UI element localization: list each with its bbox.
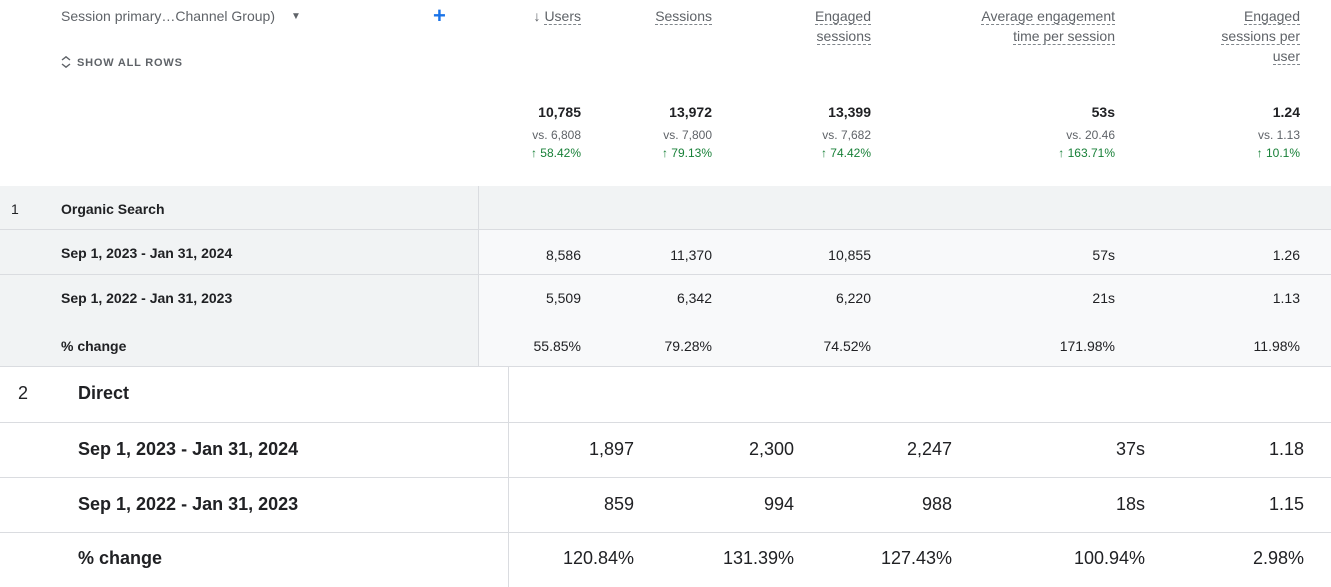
row-index: 2 (18, 383, 29, 403)
total-comparison: vs. 7,800 (663, 128, 712, 142)
cell-engaged-sessions: 127.43% (880, 548, 952, 568)
group-name: Direct (78, 383, 130, 403)
total-comparison: vs. 20.46 (1066, 128, 1115, 142)
total-engaged-sessions: 13,399 vs. 7,682 ↑ 74.42% (821, 104, 871, 160)
table-row[interactable]: % change 120.84% 131.39% 127.43% 100.94%… (0, 533, 1331, 587)
total-value: 13,972 (669, 104, 712, 120)
cell-users: 5,509 (545, 290, 581, 306)
table-row[interactable]: Sep 1, 2022 - Jan 31, 2023 859 994 988 1… (0, 478, 1331, 533)
cell-avg-engagement-time: 171.98% (1059, 338, 1115, 354)
group-direct: 2 Direct Sep 1, 2023 - Jan 31, 2024 1,89… (0, 367, 1331, 587)
column-header-engaged-sessions-per-user[interactable]: Engaged sessions per user (1221, 6, 1300, 66)
cell-engaged-sessions-per-user: 1.13 (1272, 290, 1300, 306)
total-change: ↑ 74.42% (820, 146, 871, 160)
dimension-selector[interactable]: Session primary…Channel Group) ▼ (61, 8, 301, 24)
group-name: Organic Search (61, 201, 165, 217)
cell-engaged-sessions-per-user: 1.18 (1268, 439, 1304, 459)
cell-sessions: 994 (763, 494, 794, 514)
row-label: Sep 1, 2022 - Jan 31, 2023 (78, 494, 299, 514)
arrow-up-icon: ↑ (1058, 146, 1065, 160)
column-header-avg-engagement-time[interactable]: Average engagement time per session (981, 6, 1115, 46)
total-change: ↑ 58.42% (530, 146, 581, 160)
total-users: 10,785 vs. 6,808 ↑ 58.42% (531, 104, 581, 160)
column-header-label: sessions (816, 28, 871, 45)
total-comparison: vs. 1.13 (1257, 128, 1300, 142)
column-header-users[interactable]: ↓ Users (533, 6, 581, 26)
cell-engaged-sessions: 74.52% (823, 338, 871, 354)
cell-engaged-sessions: 6,220 (835, 290, 871, 306)
total-change: ↑ 79.13% (661, 146, 712, 160)
cell-avg-engagement-time: 57s (1092, 247, 1115, 263)
total-comparison: vs. 7,682 (822, 128, 871, 142)
row-index: 1 (11, 201, 19, 217)
cell-engaged-sessions-per-user: 11.98% (1253, 338, 1300, 354)
cell-users: 55.85% (533, 338, 581, 354)
column-header-label: Users (544, 8, 581, 25)
column-header-label: Engaged (814, 8, 871, 25)
show-all-rows-label: SHOW ALL ROWS (77, 57, 183, 69)
group-header-row[interactable]: 1 Organic Search (0, 186, 1331, 230)
cell-engaged-sessions: 2,247 (906, 439, 952, 459)
arrow-up-icon: ↑ (530, 146, 537, 160)
cell-sessions: 2,300 (748, 439, 794, 459)
cell-engaged-sessions: 988 (921, 494, 952, 514)
cell-avg-engagement-time: 100.94% (1073, 548, 1145, 568)
cell-engaged-sessions-per-user: 2.98% (1252, 548, 1304, 568)
total-avg-engagement-time: 53s vs. 20.46 ↑ 163.71% (1058, 104, 1115, 160)
column-header-sessions[interactable]: Sessions (655, 6, 712, 26)
table-header: Session primary…Channel Group) ▼ + SHOW … (0, 0, 1331, 186)
total-comparison: vs. 6,808 (532, 128, 581, 142)
row-label: % change (78, 548, 163, 568)
table-row[interactable]: % change 55.85% 79.28% 74.52% 171.98% 11… (0, 321, 1331, 367)
column-header-label: Average engagement (981, 8, 1115, 25)
total-change: ↑ 10.1% (1256, 146, 1300, 160)
column-header-label: Sessions (655, 8, 712, 25)
arrow-up-icon: ↑ (1256, 146, 1263, 160)
arrow-up-icon: ↑ (820, 146, 827, 160)
cell-sessions: 79.28% (664, 338, 712, 354)
table-row[interactable]: Sep 1, 2023 - Jan 31, 2024 1,897 2,300 2… (0, 423, 1331, 478)
cell-users: 120.84% (562, 548, 634, 568)
dimension-label: Session primary…Channel Group) (61, 8, 275, 24)
total-value: 53s (1091, 104, 1115, 120)
column-header-label: user (1272, 48, 1300, 65)
table-row[interactable]: Sep 1, 2022 - Jan 31, 2023 5,509 6,342 6… (0, 275, 1331, 321)
show-all-rows-button[interactable]: SHOW ALL ROWS (61, 55, 183, 70)
row-label: Sep 1, 2023 - Jan 31, 2024 (78, 439, 299, 459)
total-sessions: 13,972 vs. 7,800 ↑ 79.13% (662, 104, 712, 160)
caret-down-icon: ▼ (290, 10, 301, 22)
row-label: Sep 1, 2022 - Jan 31, 2023 (61, 290, 233, 306)
total-engaged-sessions-per-user: 1.24 vs. 1.13 ↑ 10.1% (1257, 104, 1300, 160)
group-header-row[interactable]: 2 Direct (0, 367, 1331, 423)
table-row[interactable]: Sep 1, 2023 - Jan 31, 2024 8,586 11,370 … (0, 230, 1331, 275)
cell-engaged-sessions-per-user: 1.26 (1272, 247, 1300, 263)
total-value: 13,399 (828, 104, 871, 120)
cell-users: 1,897 (588, 439, 634, 459)
cell-avg-engagement-time: 37s (1115, 439, 1145, 459)
cell-users: 859 (603, 494, 634, 514)
cell-avg-engagement-time: 21s (1092, 290, 1115, 306)
column-header-label: sessions per (1221, 28, 1300, 45)
column-header-label: Engaged (1243, 8, 1300, 25)
group-organic-search: 1 Organic Search Sep 1, 2023 - Jan 31, 2… (0, 186, 1331, 367)
cell-engaged-sessions: 10,855 (828, 247, 871, 263)
arrow-up-icon: ↑ (661, 146, 668, 160)
cell-avg-engagement-time: 18s (1115, 494, 1145, 514)
cell-sessions: 6,342 (676, 290, 712, 306)
add-dimension-button[interactable]: + (433, 3, 446, 28)
row-label: % change (61, 338, 127, 354)
column-header-engaged-sessions[interactable]: Engaged sessions (814, 6, 871, 46)
cell-engaged-sessions-per-user: 1.15 (1268, 494, 1304, 514)
divider (478, 186, 479, 367)
total-value: 1.24 (1272, 104, 1300, 120)
cell-sessions: 131.39% (722, 548, 794, 568)
row-label: Sep 1, 2023 - Jan 31, 2024 (61, 245, 233, 261)
total-value: 10,785 (538, 104, 581, 120)
total-change: ↑ 163.71% (1058, 146, 1115, 160)
column-header-label: time per session (1013, 28, 1115, 45)
cell-sessions: 11,370 (670, 247, 712, 263)
cell-users: 8,586 (545, 247, 581, 263)
expand-collapse-icon (61, 55, 71, 70)
sort-descending-icon: ↓ (533, 8, 541, 24)
